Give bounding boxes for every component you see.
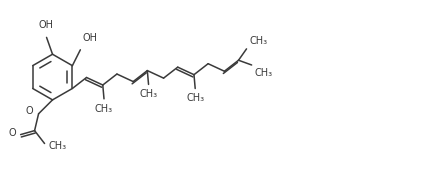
- Text: O: O: [26, 106, 33, 116]
- Text: OH: OH: [38, 20, 53, 30]
- Text: O: O: [8, 128, 16, 138]
- Text: CH₃: CH₃: [255, 68, 273, 78]
- Text: CH₃: CH₃: [49, 141, 67, 151]
- Text: CH₃: CH₃: [95, 104, 113, 114]
- Text: CH₃: CH₃: [139, 89, 158, 99]
- Text: CH₃: CH₃: [250, 36, 268, 46]
- Text: CH₃: CH₃: [186, 93, 204, 103]
- Text: OH: OH: [82, 33, 97, 43]
